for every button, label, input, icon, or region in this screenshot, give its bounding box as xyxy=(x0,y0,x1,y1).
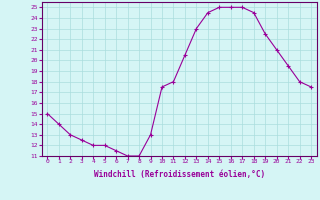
X-axis label: Windchill (Refroidissement éolien,°C): Windchill (Refroidissement éolien,°C) xyxy=(94,170,265,179)
